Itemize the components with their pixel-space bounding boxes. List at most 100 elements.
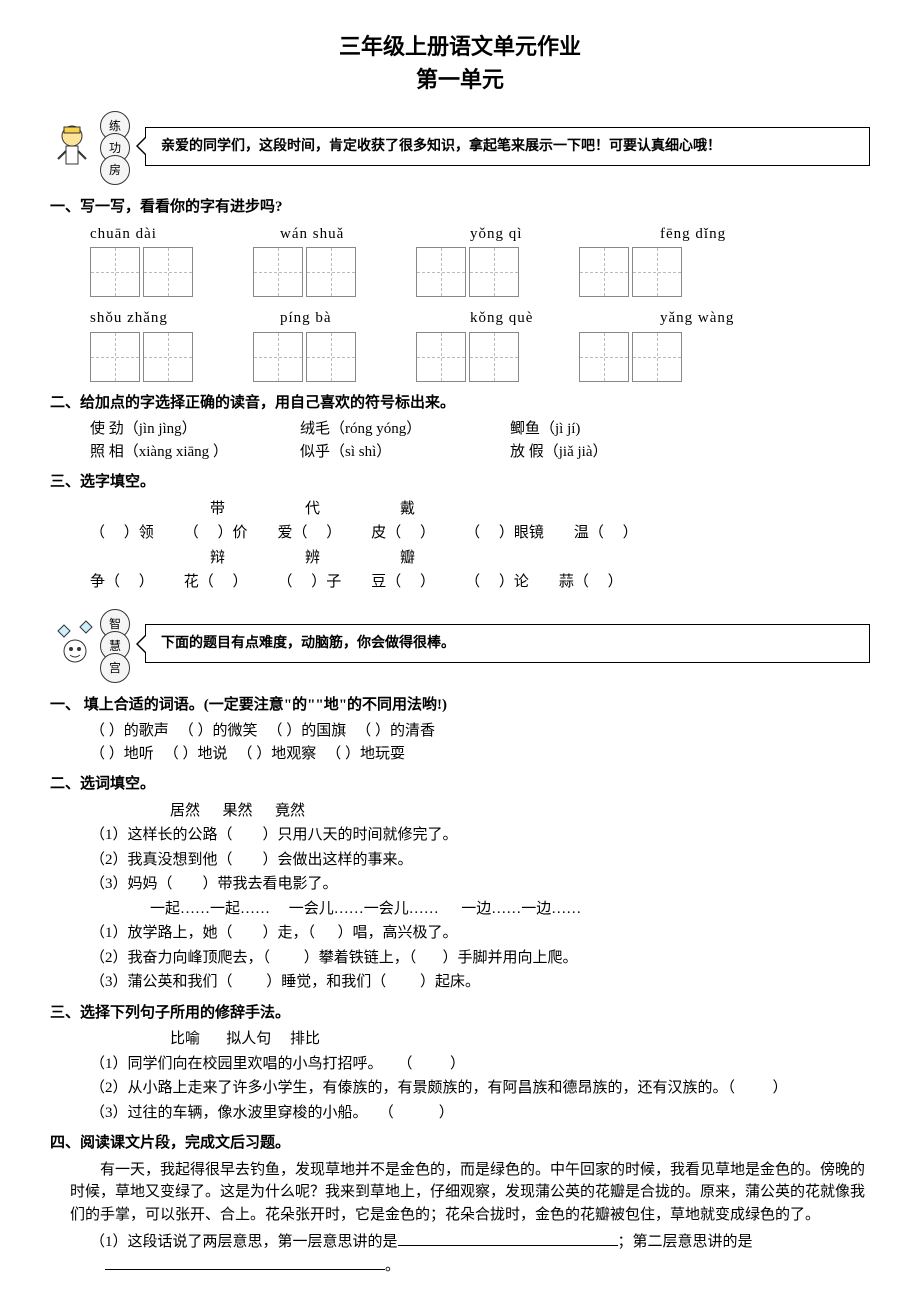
sec1-boxes-row1 [50,247,870,297]
fill-item: （ ）的微笑 [179,720,258,743]
tianzi-box[interactable] [579,247,629,297]
fill-item: （ ）的清香 [356,720,435,743]
sec1-heading: 一、写一写，看看你的字有进步吗? [50,196,870,219]
sec3-group2-chars: 辩 辨 瓣 [50,547,870,570]
fill-item: 温（ ） [574,522,638,545]
fill-item: （ ）眼镜 [465,522,544,545]
page-subtitle: 第一单元 [50,63,870,96]
secB3-item: （2）从小路上走来了许多小学生，有傣族的，有景颇族的，有阿昌族和德昂族的，还有汉… [65,1077,870,1100]
banner1-circle-3: 房 [100,155,130,185]
secB2-item: （1）这样长的公路（ ）只用八天的时间就修完了。 [50,824,870,847]
fill-item: 蒜（ ） [559,571,623,594]
fill-item: （ ）地观察 [238,743,317,766]
banner2-circle-3: 宫 [100,653,130,683]
pinyin: wán shuǎ [280,223,410,246]
fill-item: 争（ ） [90,571,154,594]
sec2-item: 绒毛（róng yóng） [300,418,500,441]
fill-item: （ ）地听 [90,743,154,766]
mascot-icon: 练 功 房 [50,111,130,181]
secB3-item: （3）过往的车辆，像水波里穿梭的小船。 （ ） [50,1102,870,1125]
sec2-item: 使 劲（jìn jìng） [90,418,290,441]
fill-item: （ ）的国旗 [268,720,347,743]
char: 辨 [305,547,320,570]
fill-item: （ ）地玩耍 [326,743,405,766]
tianzi-box[interactable] [469,332,519,382]
blank-line[interactable] [398,1230,618,1246]
pinyin: shǒu zhǎng [90,307,220,330]
char: 代 [305,498,320,521]
secB4-heading: 四、阅读课文片段，完成文后习题。 [50,1132,870,1155]
sec3-heading: 三、选字填空。 [50,471,870,494]
q1-part-c: 。 [385,1258,400,1274]
secB1-row1: （ ）的歌声 （ ）的微笑 （ ）的国旗 （ ）的清香 [50,720,870,743]
blank-line[interactable] [105,1254,385,1270]
box-pair [90,332,193,382]
fill-item: （ ）的歌声 [90,720,169,743]
tianzi-box[interactable] [416,332,466,382]
mascot-icon: 智 慧 宫 [50,609,130,679]
sec1-pinyin-row1: chuān dài wán shuǎ yǒng qì fēng dǐng [50,223,870,246]
tianzi-box[interactable] [469,247,519,297]
sec3-group1-chars: 带 代 戴 [50,498,870,521]
fill-item: （ ）价 [184,522,248,545]
pinyin: chuān dài [90,223,220,246]
secB2-heading: 二、选词填空。 [50,773,870,796]
sec2-body: 使 劲（jìn jìng） 绒毛（róng yóng） 鲫鱼（jì jí) 照 … [50,418,870,463]
tianzi-box[interactable] [632,247,682,297]
secB2-item: （3）蒲公英和我们（ ）睡觉，和我们（ ）起床。 [50,971,870,994]
box-pair [416,247,519,297]
pinyin: kǒng què [470,307,600,330]
banner2-text: 下面的题目有点难度，动脑筋，你会做得很棒。 [145,624,870,663]
tianzi-box[interactable] [90,332,140,382]
tianzi-box[interactable] [306,332,356,382]
tianzi-box[interactable] [253,247,303,297]
fill-item: 豆（ ） [371,571,435,594]
tianzi-box[interactable] [632,332,682,382]
box-pair [253,332,356,382]
secB3-item: （1）同学们向在校园里欢唱的小鸟打招呼。 （ ） [50,1053,870,1076]
q1-part-b: ；第二层意思讲的是 [618,1234,753,1250]
box-pair [416,332,519,382]
fill-item: 皮（ ） [371,522,435,545]
sec3-group2-items: 争（ ） 花（ ） （ ）子 豆（ ） （ ）论 蒜（ ） [50,571,870,594]
pinyin: yǒng qì [470,223,600,246]
secB4-q1: （1）这段话说了两层意思，第一层意思讲的是 ；第二层意思讲的是 。 [50,1230,870,1277]
tianzi-box[interactable] [253,332,303,382]
q1-part-a: （1）这段话说了两层意思，第一层意思讲的是 [90,1234,398,1250]
banner1-text: 亲爱的同学们，这段时间，肯定收获了很多知识，拿起笔来展示一下吧！可要认真细心哦！ [145,127,870,166]
secB2-item: （2）我真没想到他（ ）会做出这样的事来。 [50,849,870,872]
secB2-words2: 一起……一起…… 一会儿……一会儿…… 一边……一边…… [50,898,870,921]
char: 辩 [210,547,225,570]
tianzi-box[interactable] [90,247,140,297]
secB3-words: 比喻 拟人句 排比 [50,1028,870,1051]
secB1-row2: （ ）地听 （ ）地说 （ ）地观察 （ ）地玩耍 [50,743,870,766]
sec2-item: 放 假（jiǎ jià） [510,441,608,464]
tianzi-box[interactable] [143,332,193,382]
fill-item: （ ）子 [278,571,342,594]
pinyin: píng bà [280,307,410,330]
sec2-item: 似乎（sì shì） [300,441,500,464]
box-pair [253,247,356,297]
sec2-item: 照 相（xiàng xiāng ） [90,441,290,464]
fill-item: （ ）论 [465,571,529,594]
secB2-item: （2）我奋力向峰顶爬去，（ ）攀着铁链上，（ ）手脚并用向上爬。 [50,947,870,970]
tianzi-box[interactable] [416,247,466,297]
secB1-heading: 一、 填上合适的词语。(一定要注意"的""地"的不同用法哟!) [50,694,870,717]
pinyin: fēng dǐng [660,223,790,246]
fill-item: 爱（ ） [278,522,342,545]
tianzi-box[interactable] [306,247,356,297]
char: 瓣 [400,547,415,570]
secB4-passage: 有一天，我起得很早去钓鱼，发现草地并不是金色的，而是绿色的。中午回家的时候，我看… [50,1159,870,1227]
fill-item: 花（ ） [184,571,248,594]
tianzi-box[interactable] [579,332,629,382]
secB3-heading: 三、选择下列句子所用的修辞手法。 [50,1002,870,1025]
sec1-pinyin-row2: shǒu zhǎng píng bà kǒng què yǎng wàng [50,307,870,330]
pinyin: yǎng wàng [660,307,790,330]
sec2-item: 鲫鱼（jì jí) [510,418,580,441]
tianzi-box[interactable] [143,247,193,297]
banner-2: 智 慧 宫 下面的题目有点难度，动脑筋，你会做得很棒。 [50,609,870,679]
fill-item: （ ）领 [90,522,154,545]
sec3-group1-items: （ ）领 （ ）价 爱（ ） 皮（ ） （ ）眼镜 温（ ） [50,522,870,545]
char: 戴 [400,498,415,521]
fill-item: （ ）地说 [164,743,228,766]
